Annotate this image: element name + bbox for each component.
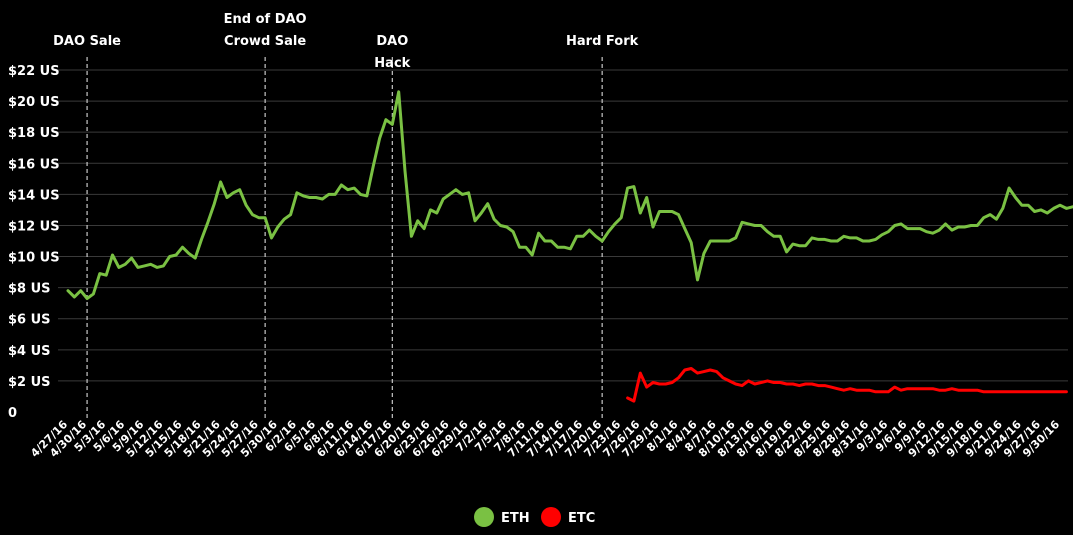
series-line-eth	[66, 90, 1073, 300]
y-tick-label: $22 US	[8, 64, 60, 79]
annotation-label: Crowd Sale	[224, 34, 306, 49]
y-tick-label: $6 US	[8, 313, 51, 328]
annotation-label: Hard Fork	[566, 34, 639, 49]
legend-label-eth: ETH	[501, 511, 530, 526]
annotation-label: DAO	[376, 34, 408, 49]
legend-label-etc: ETC	[568, 511, 595, 526]
y-tick-label: $2 US	[8, 375, 51, 390]
y-tick-label: $12 US	[8, 219, 60, 234]
y-tick-label: 0	[8, 406, 17, 421]
x-axis-ticks: 4/27/164/30/165/3/165/6/165/9/165/12/165…	[28, 418, 1062, 460]
grid-lines	[58, 69, 1068, 382]
y-tick-label: $14 US	[8, 188, 60, 203]
annotation-label: End of DAO	[224, 12, 307, 27]
annotations: DAO Sale End of DAO Crowd Sale DAO Hack Hard …	[53, 12, 639, 420]
y-tick-label: $8 US	[8, 282, 51, 297]
annotation-label: DAO Sale	[53, 34, 121, 49]
series-line-etc	[626, 367, 1068, 403]
y-tick-label: $4 US	[8, 344, 51, 359]
legend-marker-eth	[474, 507, 494, 527]
legend: ETH ETC	[474, 507, 595, 527]
annotation-label: Hack	[374, 56, 410, 71]
y-tick-label: $20 US	[8, 95, 60, 110]
y-tick-label: $16 US	[8, 157, 60, 172]
y-axis-ticks: 0 $2 US $4 US $6 US $8 US $10 US $12 US $14 US $…	[8, 64, 60, 421]
series-lines	[66, 90, 1073, 403]
y-tick-label: $18 US	[8, 126, 60, 141]
y-tick-label: $10 US	[8, 251, 60, 266]
legend-marker-etc	[541, 507, 561, 527]
